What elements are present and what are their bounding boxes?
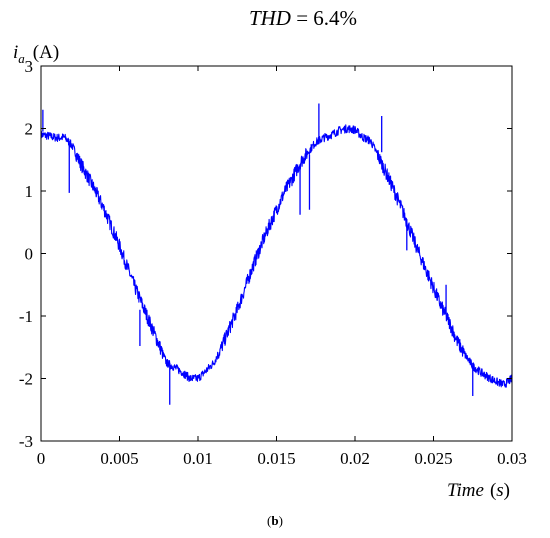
- y-tick-label-1: 2: [25, 120, 34, 139]
- y-tick-label-4: -1: [19, 307, 33, 326]
- y-axis-symbol: i: [13, 42, 18, 63]
- x-tick-label-6: 0.03: [497, 449, 527, 468]
- y-axis-subscript: a: [18, 51, 25, 66]
- x-tick-label-5: 0.025: [414, 449, 452, 468]
- chart-title: THD = 6.4%: [249, 6, 357, 30]
- y-tick-label-3: 0: [25, 245, 34, 264]
- x-tick-label-0: 0: [37, 449, 46, 468]
- x-axis-unit-var: s: [496, 480, 503, 501]
- caption-close: ): [279, 513, 283, 528]
- x-tick-label-3: 0.015: [257, 449, 295, 468]
- chart-title-name: THD: [249, 6, 291, 30]
- caption-open: (: [267, 513, 271, 528]
- series-layer: [40, 103, 513, 405]
- y-tick-label-2: 1: [25, 182, 34, 201]
- plot-frame: [40, 65, 513, 442]
- y-axis-label: ia (A): [13, 42, 59, 66]
- x-tick-labels: 0 0.005 0.01 0.015 0.02 0.025 0.03: [37, 449, 527, 468]
- x-tick-label-2: 0.01: [183, 449, 213, 468]
- figure-caption: (b): [267, 513, 283, 528]
- plot-area: [40, 65, 513, 442]
- x-tick-label-4: 0.02: [340, 449, 370, 468]
- x-axis-unit-close: ): [504, 480, 510, 501]
- y-tick-labels: 3 2 1 0 -1 -2 -3: [19, 57, 33, 451]
- x-tick-label-1: 0.005: [100, 449, 138, 468]
- y-tick-label-6: -3: [19, 432, 33, 451]
- plot-background: [41, 66, 512, 441]
- y-axis-unit: (A): [33, 42, 59, 63]
- x-axis-unit-open: (: [490, 480, 496, 501]
- x-axis-name: Time: [447, 480, 484, 501]
- caption-letter: b: [271, 513, 278, 528]
- series-line-0: [40, 124, 513, 388]
- y-tick-label-0: 3: [25, 57, 34, 76]
- chart-title-rest: = 6.4%: [291, 6, 357, 30]
- y-tick-label-5: -2: [19, 370, 33, 389]
- x-axis-label: Time (s): [447, 480, 510, 501]
